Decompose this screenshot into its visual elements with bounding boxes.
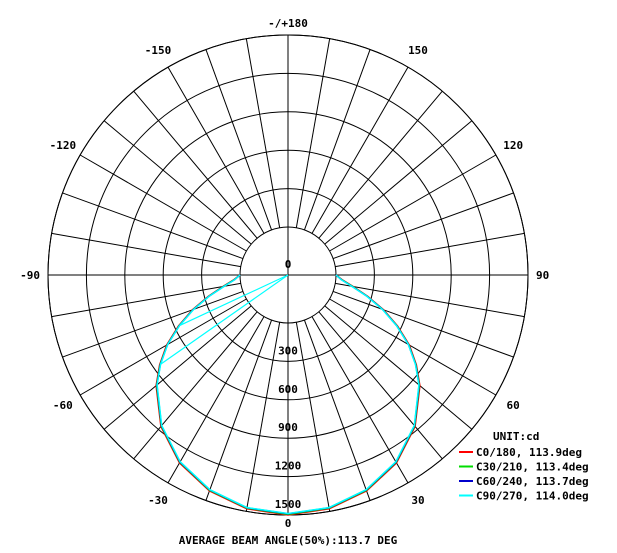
radial-tick-label: 1500: [275, 498, 302, 511]
grid-spoke: [79, 298, 247, 396]
grid-spoke: [51, 282, 241, 318]
grid-spoke: [133, 90, 258, 239]
series-spike: [160, 274, 289, 365]
legend-entry: C0/180, 113.9deg: [476, 446, 582, 459]
grid-spoke: [62, 192, 244, 260]
grid-spoke: [318, 311, 443, 460]
legend-entry: C60/240, 113.7deg: [476, 475, 589, 488]
grid-spoke: [335, 282, 525, 318]
radial-tick-labels: 0 300 600 900 1200 1500: [275, 258, 302, 511]
angle-labels: -/+180 150 -150 120 -120 90 -90 60 -60 30 -30 0: [20, 17, 549, 530]
legend-entry: C90/270, 114.0deg: [476, 490, 589, 503]
grid-spoke: [324, 305, 473, 430]
intensity-curves: [155, 274, 421, 516]
series-spike: [179, 274, 289, 327]
angle-label: -120: [50, 139, 77, 152]
grid-spoke: [295, 38, 331, 228]
grid-spoke: [245, 322, 281, 512]
grid-spoke: [295, 322, 331, 512]
angle-label: 60: [507, 399, 520, 412]
angle-label: 30: [411, 494, 424, 507]
radial-tick-label: 600: [278, 383, 298, 396]
grid-spoke: [205, 319, 273, 501]
grid-spoke: [205, 49, 273, 231]
angle-label: -90: [20, 269, 40, 282]
grid-spoke: [103, 120, 252, 245]
grid-spoke: [332, 192, 514, 260]
angle-label: -30: [148, 494, 168, 507]
legend: UNIT:cd C0/180, 113.9deg C30/210, 113.4de…: [459, 430, 589, 503]
grid-spoke: [303, 319, 371, 501]
grid-spoke: [332, 290, 514, 358]
grid-spoke: [133, 311, 258, 460]
radial-tick-label: 900: [278, 421, 298, 434]
grid-spoke: [103, 305, 252, 430]
grid-spoke: [335, 232, 525, 268]
grid-spoke: [62, 290, 244, 358]
angle-label: -60: [53, 399, 73, 412]
angle-label: 150: [408, 44, 428, 57]
grid-spoke: [51, 232, 241, 268]
angle-label: -/+180: [268, 17, 308, 30]
series-curve: [156, 274, 420, 515]
grid-spoke: [167, 316, 265, 484]
grid-spoke: [245, 38, 281, 228]
radial-tick-label: 0: [285, 258, 292, 271]
grid-spoke: [311, 316, 409, 484]
grid-spoke: [324, 120, 473, 245]
beam-angle-caption: AVERAGE BEAM ANGLE(50%):113.7 DEG: [179, 534, 398, 547]
grid-spoke: [311, 66, 409, 234]
grid-spoke: [318, 90, 443, 239]
legend-entry: C30/210, 113.4deg: [476, 461, 589, 474]
angle-label: 120: [503, 139, 523, 152]
unit-label: UNIT:cd: [493, 430, 539, 443]
angle-label: 0: [285, 517, 292, 530]
angle-label: 90: [536, 269, 549, 282]
grid-spoke: [329, 298, 497, 396]
grid-spoke: [167, 66, 265, 234]
grid-spoke: [329, 154, 497, 252]
grid-spoke: [303, 49, 371, 231]
radial-tick-label: 1200: [275, 460, 302, 473]
radial-tick-label: 300: [278, 344, 298, 357]
angle-label: -150: [145, 44, 172, 57]
grid-spoke: [79, 154, 247, 252]
